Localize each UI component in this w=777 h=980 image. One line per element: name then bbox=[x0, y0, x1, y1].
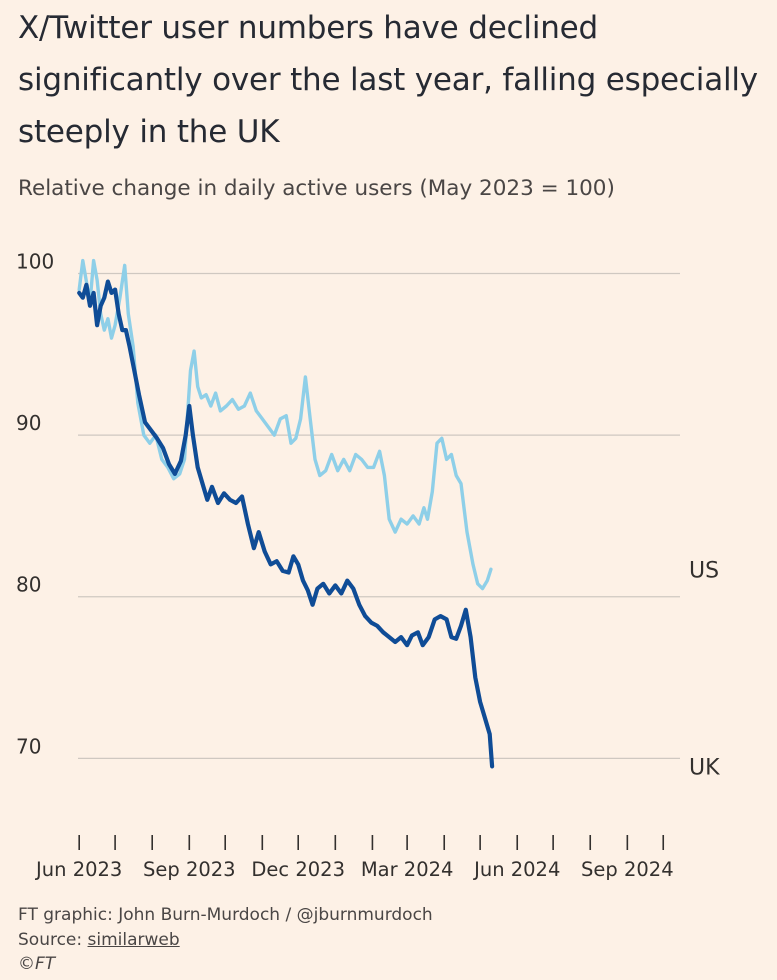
series-line-us bbox=[77, 258, 493, 591]
y-tick-label: 90 bbox=[16, 411, 41, 435]
x-tick-label: Jun 2023 bbox=[34, 858, 122, 881]
gridlines bbox=[78, 272, 680, 759]
series-label-uk: UK bbox=[689, 755, 720, 780]
y-tick-label: 100 bbox=[16, 249, 54, 273]
source-prefix: Source: bbox=[18, 929, 88, 950]
x-tick-label: Mar 2024 bbox=[361, 858, 454, 881]
copyright-text: ©FT bbox=[18, 954, 56, 974]
chart-title: X/Twitter user numbers have declined sig… bbox=[18, 10, 758, 150]
series-label-us: US bbox=[689, 558, 719, 583]
x-tick-label: Dec 2023 bbox=[251, 858, 345, 881]
y-axis-tick-labels: 100 90 80 70 bbox=[16, 249, 54, 758]
x-axis-ticks: Jun 2023 Sep 2023 Dec 2023 Mar 2024 Jun 2024… bbox=[34, 835, 674, 881]
chart-footer: FT graphic: John Burn-Murdoch / @jburnmu… bbox=[18, 903, 433, 977]
chart-subtitle: Relative change in daily active users (M… bbox=[18, 176, 615, 201]
graphic-credit: FT graphic: John Burn-Murdoch / @jburnmu… bbox=[18, 905, 433, 925]
y-tick-label: 80 bbox=[16, 573, 41, 597]
line-chart: 100 90 80 70 US UK Jun 2023 Sep 2023 Dec 2023 M… bbox=[16, 249, 720, 881]
source-link[interactable]: similarweb bbox=[87, 929, 180, 950]
x-tick-label: Jun 2024 bbox=[472, 858, 560, 881]
series-lines: US UK bbox=[77, 258, 720, 780]
source-line: Source: similarweb bbox=[18, 928, 433, 953]
x-tick-label: Sep 2023 bbox=[143, 858, 236, 881]
x-tick-label: Sep 2024 bbox=[581, 858, 674, 881]
series-line-uk bbox=[77, 279, 495, 769]
y-tick-label: 70 bbox=[16, 734, 41, 758]
